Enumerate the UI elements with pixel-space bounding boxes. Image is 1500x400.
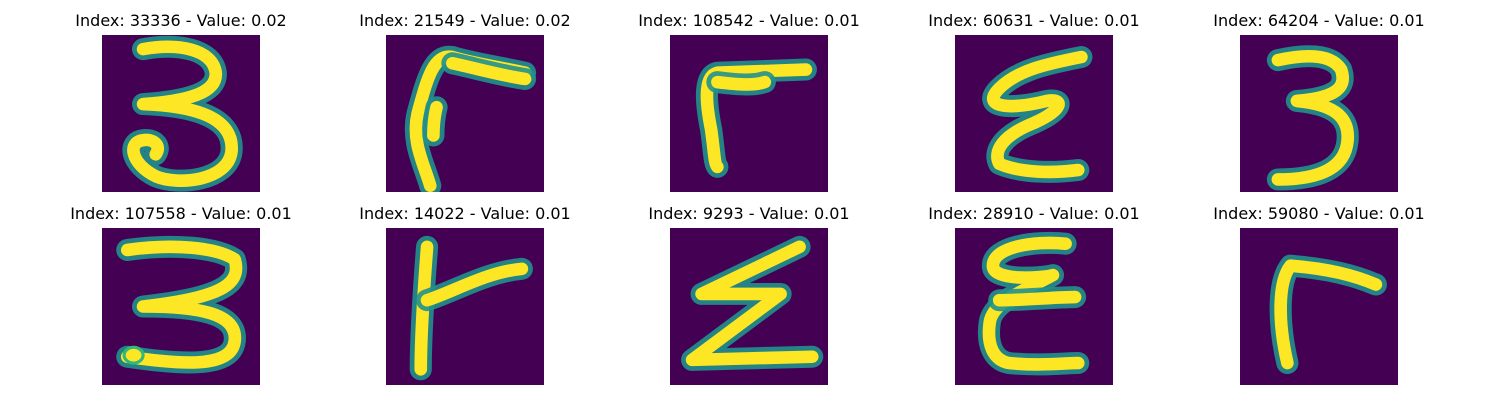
panel-caption: Index: 108542 - Value: 0.01 <box>638 11 860 30</box>
panel-caption: Index: 59080 - Value: 0.01 <box>1213 204 1425 223</box>
digit-image-zigzag <box>670 228 828 385</box>
digit-image-zigzag <box>955 35 1113 192</box>
digit-image-three <box>102 35 260 192</box>
panel-caption: Index: 9293 - Value: 0.01 <box>648 204 850 223</box>
digit-image-three <box>102 228 260 385</box>
panel-caption: Index: 33336 - Value: 0.02 <box>75 11 287 30</box>
panel-caption: Index: 107558 - Value: 0.01 <box>70 204 292 223</box>
digit-image-three <box>1240 35 1398 192</box>
panel-caption: Index: 21549 - Value: 0.02 <box>359 11 571 30</box>
digit-image-epsilon <box>955 228 1113 385</box>
panel-caption: Index: 64204 - Value: 0.01 <box>1213 11 1425 30</box>
panel-caption: Index: 60631 - Value: 0.01 <box>928 11 1140 30</box>
digit-image-hook <box>670 35 828 192</box>
digit-image-tee <box>386 228 544 385</box>
digit-image-corner <box>1240 228 1398 385</box>
panel-caption: Index: 14022 - Value: 0.01 <box>359 204 571 223</box>
digit-image-hook <box>386 35 544 192</box>
panel-caption: Index: 28910 - Value: 0.01 <box>928 204 1140 223</box>
